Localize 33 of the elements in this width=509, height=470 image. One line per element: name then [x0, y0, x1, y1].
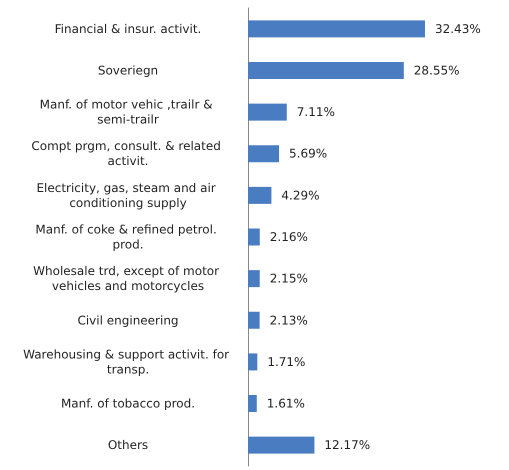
y-tick-label: Manf. of coke & refined petrol. prod. — [35, 222, 221, 252]
bar — [248, 312, 260, 329]
bar — [248, 104, 287, 121]
y-tick-label: Manf. of motor vehic ,trailr & semi-trailr — [40, 98, 216, 127]
y-tick-label: Warehousing & support activit. for transp. — [23, 347, 233, 376]
y-tick-label: Soveriegn — [98, 63, 158, 78]
data-label: 12.17% — [324, 438, 370, 452]
bar — [248, 145, 280, 162]
y-tick-label: Financial & insur. activit. — [54, 22, 202, 36]
data-label: 1.71% — [267, 354, 306, 369]
bar — [248, 20, 425, 38]
data-label: 2.13% — [270, 313, 308, 328]
bar — [248, 62, 404, 79]
data-label: 28.55% — [414, 63, 460, 78]
data-label: 32.43% — [434, 22, 481, 36]
y-tick-label: Compt prgm, consult. & related activit. — [31, 139, 225, 168]
data-label: 7.11% — [296, 105, 335, 120]
data-label: 2.16% — [270, 230, 308, 244]
bar — [248, 395, 257, 412]
bar — [248, 228, 260, 246]
data-label: 1.61% — [266, 396, 305, 411]
bar — [248, 353, 258, 370]
bar — [248, 436, 314, 454]
data-label: 4.29% — [281, 188, 320, 202]
y-tick-label: Wholesale trd, except of motor vehicles and motorcycles — [33, 264, 223, 294]
bar — [248, 270, 260, 288]
y-tick-label: Electricity, gas, steam and air conditioning supply — [36, 180, 220, 210]
bar — [248, 186, 272, 204]
y-tick-label: Others — [108, 438, 148, 452]
data-label: 2.15% — [270, 272, 308, 286]
data-label: 5.69% — [289, 146, 328, 161]
y-tick-label: Civil engineering — [77, 313, 179, 328]
y-tick-label: Manf. of tobacco prod. — [60, 396, 196, 411]
